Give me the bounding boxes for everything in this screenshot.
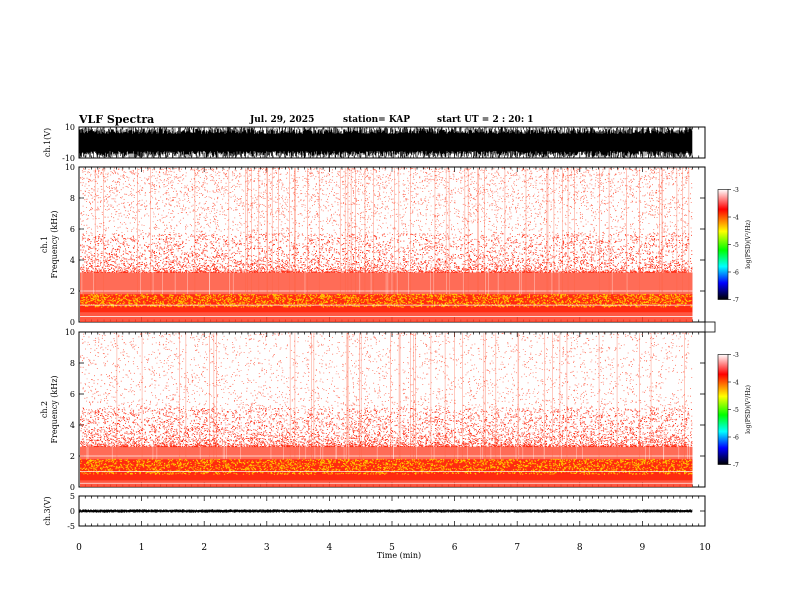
x-axis-label: Time (min) — [377, 551, 421, 560]
ch1-waveform-panel: 10 -10 ch.1(V) — [43, 123, 706, 163]
y-tick-label: 4 — [70, 256, 75, 265]
colorbars: -3 -4 -5 -6 -7 log(PSD)(V²/Hz) -3 -4 -5 -6 -7 log(P… — [717, 187, 752, 469]
y-tick-label: 8 — [70, 194, 75, 203]
y-tick-label: 0 — [70, 507, 75, 516]
ch1-spectrogram-ylabel-channel: ch.1 — [40, 236, 49, 253]
colorbar-tick-label: -4 — [733, 215, 739, 222]
y-tick-label: 10 — [65, 123, 75, 132]
x-tick-label: 8 — [577, 543, 583, 553]
x-tick-label: 4 — [327, 543, 333, 553]
colorbar-tick-label: -7 — [733, 297, 739, 304]
ch2-spectrogram-colorbar-label: log(PSD)(V²/Hz) — [745, 385, 752, 434]
time-axis: 0 1 2 3 4 5 6 7 8 9 10 Time (min) — [76, 543, 711, 560]
y-tick-label: 10 — [65, 328, 75, 337]
ch3-waveform-panel: 5 0 -5 ch.3(V) — [43, 492, 706, 531]
ch3-waveform-trace — [79, 509, 693, 513]
y-tick-label: 4 — [70, 421, 75, 430]
colorbar-tick-label: -4 — [733, 380, 739, 387]
ch1-waveform-trace — [79, 127, 693, 158]
x-tick-label: 1 — [139, 543, 145, 553]
colorbar-tick-label: -3 — [733, 352, 739, 359]
plot-start-time: start UT = 2 : 20: 1 — [437, 115, 534, 125]
x-tick-label: 7 — [514, 543, 520, 553]
dense-speckle — [80, 407, 693, 448]
ch3-ylabel: ch.3(V) — [43, 496, 52, 525]
ch2-spectrogram-ylabel-frequency: Frequency (kHz) — [50, 375, 59, 443]
x-tick-label: 0 — [76, 543, 82, 553]
y-tick-label: 10 — [65, 163, 75, 172]
x-tick-label: 6 — [452, 543, 458, 553]
intense-band — [80, 459, 693, 481]
ch2-spectrogram-panel: 10 8 6 4 2 0 ch.2 Frequency (kHz) — [40, 328, 706, 492]
colorbar-tick-label: -6 — [733, 270, 739, 277]
y-tick-label: 2 — [70, 452, 75, 461]
y-tick-label: 0 — [70, 483, 75, 492]
colorbar-tick-label: -3 — [733, 187, 739, 194]
red-speckle — [80, 332, 693, 448]
y-tick-label: 2 — [70, 287, 75, 296]
plot-station: station= KAP — [343, 115, 411, 125]
ch1-spectrogram-ylabel-frequency: Frequency (kHz) — [50, 210, 59, 278]
ch2-spectrogram-pixels — [80, 332, 693, 487]
moderate-band — [80, 446, 693, 460]
y-tick-label: 5 — [70, 492, 75, 501]
plot-date: Jul. 29, 2025 — [250, 115, 315, 125]
x-tick-label: 5 — [389, 543, 395, 553]
colorbar-tick-label: -6 — [733, 435, 739, 442]
ch1-spectrogram-panel: 10 8 6 4 2 0 ch.1 Frequency (kHz) — [40, 163, 716, 333]
colorbar-tick-label: -5 — [733, 407, 739, 414]
ch1-ylabel: ch.1(V) — [43, 128, 52, 157]
ch2-spectrogram-colorbar — [717, 354, 729, 465]
y-tick-label: -10 — [62, 154, 75, 163]
x-tick-label: 10 — [699, 543, 711, 553]
plot-title: VLF Spectra — [79, 113, 155, 126]
ch2-spectrogram-ylabel-channel: ch.2 — [40, 401, 49, 418]
x-tick-label: 3 — [264, 543, 270, 553]
low-band — [80, 480, 693, 487]
ch1-spectrogram-colorbar — [717, 189, 729, 300]
yellow-speckle — [80, 293, 693, 308]
dense-speckle — [80, 233, 693, 273]
y-tick-label: -5 — [67, 522, 75, 531]
y-tick-label: 0 — [70, 318, 75, 327]
x-tick-label: 2 — [201, 543, 207, 553]
ch1-spectrogram-colorbar-label: log(PSD)(V²/Hz) — [745, 220, 752, 269]
y-tick-label: 8 — [70, 359, 75, 368]
y-tick-label: 6 — [70, 225, 75, 234]
low-band — [80, 312, 693, 322]
colorbar-tick-label: -7 — [733, 462, 739, 469]
panel-gap-marker — [704, 321, 716, 333]
ch1-spectrogram-pixels — [80, 167, 693, 322]
y-tick-label: 6 — [70, 390, 75, 399]
colorbar-tick-label: -5 — [733, 242, 739, 249]
x-tick-label: 9 — [640, 543, 646, 553]
